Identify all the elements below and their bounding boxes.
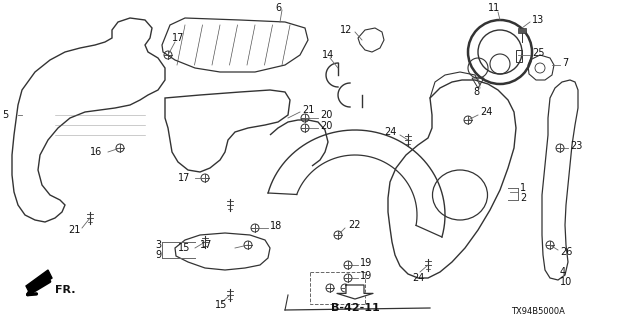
Text: 20: 20 (320, 110, 332, 120)
Text: B-42-11: B-42-11 (331, 303, 380, 313)
Bar (516, 50, 522, 62)
Text: 17: 17 (172, 33, 184, 43)
Text: 10: 10 (560, 277, 572, 287)
Text: 12: 12 (340, 25, 353, 35)
Text: 25: 25 (532, 48, 545, 58)
Text: 23: 23 (570, 141, 582, 151)
Text: TX94B5000A: TX94B5000A (511, 308, 565, 316)
Text: FR.: FR. (55, 285, 76, 295)
Text: 17: 17 (178, 173, 190, 183)
Text: 2: 2 (520, 193, 526, 203)
Text: 19: 19 (360, 258, 372, 268)
Polygon shape (26, 270, 52, 294)
Text: 17: 17 (200, 240, 212, 250)
Bar (310, 272, 365, 304)
Text: 7: 7 (562, 58, 568, 68)
Text: 18: 18 (270, 221, 282, 231)
Text: 20: 20 (320, 121, 332, 131)
Text: 21: 21 (302, 105, 314, 115)
Text: 21: 21 (68, 225, 81, 235)
Text: 11: 11 (488, 3, 500, 13)
Text: 13: 13 (532, 15, 544, 25)
Polygon shape (337, 285, 373, 299)
Text: 8: 8 (473, 87, 479, 97)
Text: 24: 24 (480, 107, 492, 117)
Text: 3: 3 (155, 240, 161, 250)
Text: 1: 1 (520, 183, 526, 193)
Text: 5: 5 (2, 110, 8, 120)
Text: 24: 24 (412, 273, 424, 283)
Text: 24: 24 (384, 127, 396, 137)
Text: 19: 19 (360, 271, 372, 281)
Text: 15: 15 (215, 300, 227, 310)
Text: 26: 26 (560, 247, 572, 257)
Text: 14: 14 (322, 50, 334, 60)
Text: 4: 4 (560, 267, 566, 277)
Text: 9: 9 (155, 250, 161, 260)
Text: 15: 15 (178, 243, 190, 253)
Text: 22: 22 (348, 220, 360, 230)
Text: 16: 16 (90, 147, 102, 157)
Bar (518, 28, 526, 33)
Text: 6: 6 (275, 3, 281, 13)
